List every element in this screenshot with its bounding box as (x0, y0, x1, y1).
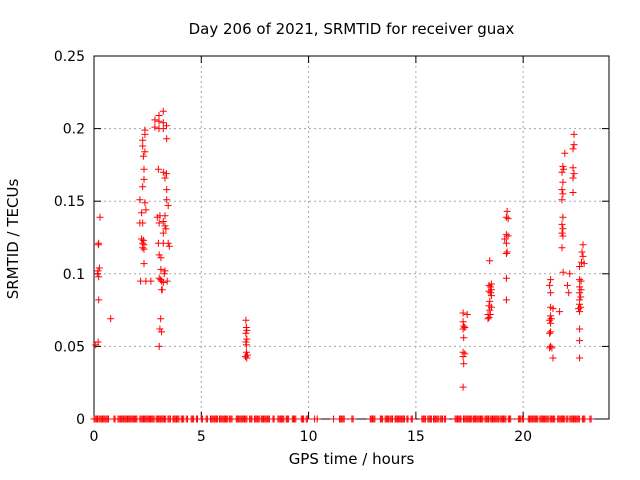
x-tick-label: 10 (300, 429, 318, 445)
data-points (90, 107, 595, 423)
x-tick-label: 0 (90, 429, 99, 445)
y-tick-label: 0.25 (54, 49, 85, 65)
x-axis-label: GPS time / hours (288, 450, 415, 468)
y-tick-label: 0.05 (54, 339, 85, 355)
y-tick-label: 0 (76, 412, 85, 428)
y-tick-label: 0.2 (63, 122, 85, 138)
chart-title: Day 206 of 2021, SRMTID for receiver gua… (188, 20, 515, 38)
y-tick-label: 0.1 (63, 267, 85, 283)
x-tick-label: 20 (514, 429, 532, 445)
x-tick-label: 15 (407, 429, 425, 445)
x-tick-label: 5 (197, 429, 206, 445)
plot-border (93, 55, 610, 420)
y-tick-label: 0.15 (54, 194, 85, 210)
